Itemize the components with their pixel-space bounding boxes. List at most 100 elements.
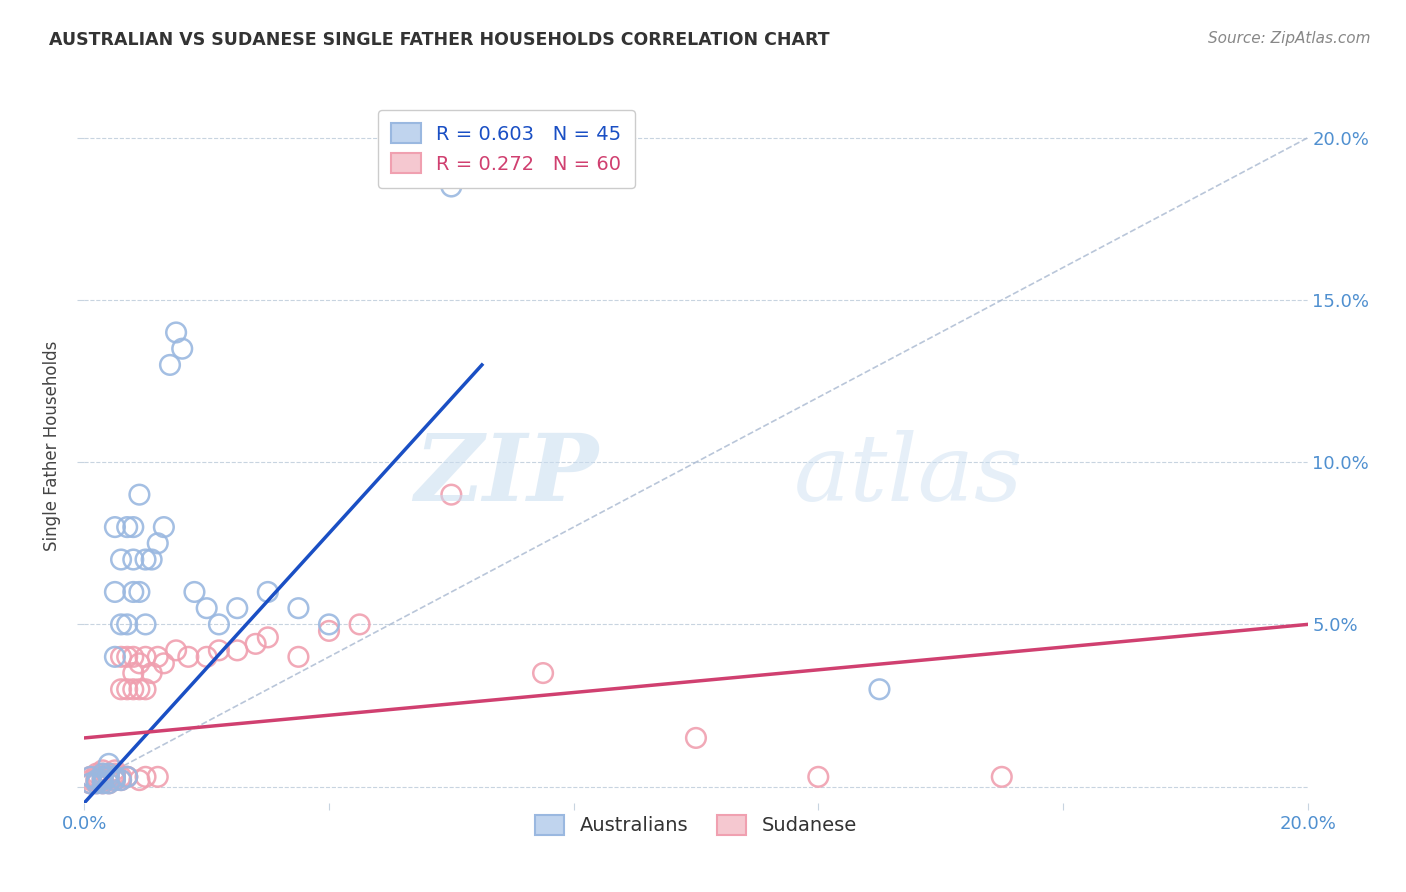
Y-axis label: Single Father Households: Single Father Households	[44, 341, 62, 551]
Point	[79, 776, 101, 790]
Point	[159, 358, 181, 372]
Point	[257, 585, 280, 599]
Point	[869, 682, 891, 697]
Point	[110, 773, 132, 788]
Point	[91, 776, 114, 790]
Point	[115, 770, 138, 784]
Point	[110, 649, 132, 664]
Point	[79, 770, 101, 784]
Point	[86, 773, 108, 788]
Point	[104, 649, 127, 664]
Point	[153, 520, 176, 534]
Point	[807, 770, 830, 784]
Text: AUSTRALIAN VS SUDANESE SINGLE FATHER HOUSEHOLDS CORRELATION CHART: AUSTRALIAN VS SUDANESE SINGLE FATHER HOU…	[49, 31, 830, 49]
Point	[110, 552, 132, 566]
Point	[91, 766, 114, 780]
Point	[128, 585, 150, 599]
Point	[685, 731, 707, 745]
Point	[91, 776, 114, 790]
Point	[226, 601, 249, 615]
Point	[141, 666, 163, 681]
Point	[86, 766, 108, 780]
Point	[115, 649, 138, 664]
Point	[97, 770, 120, 784]
Point	[104, 773, 127, 788]
Point	[226, 643, 249, 657]
Point	[245, 637, 267, 651]
Point	[97, 773, 120, 788]
Point	[146, 770, 169, 784]
Point	[115, 520, 138, 534]
Point	[97, 766, 120, 780]
Text: Source: ZipAtlas.com: Source: ZipAtlas.com	[1208, 31, 1371, 46]
Point	[97, 770, 120, 784]
Point	[122, 552, 145, 566]
Text: ZIP: ZIP	[413, 430, 598, 519]
Point	[165, 643, 187, 657]
Point	[287, 649, 309, 664]
Point	[208, 617, 231, 632]
Point	[97, 776, 120, 790]
Point	[440, 179, 463, 194]
Point	[97, 766, 120, 780]
Point	[531, 666, 554, 681]
Point	[104, 773, 127, 788]
Point	[177, 649, 200, 664]
Point	[128, 488, 150, 502]
Point	[104, 770, 127, 784]
Point	[79, 773, 101, 788]
Point	[91, 766, 114, 780]
Point	[128, 682, 150, 697]
Point	[172, 342, 194, 356]
Point	[440, 488, 463, 502]
Point	[97, 756, 120, 771]
Point	[86, 776, 108, 790]
Point	[91, 773, 114, 788]
Point	[146, 649, 169, 664]
Point	[79, 776, 101, 790]
Point	[122, 682, 145, 697]
Point	[91, 770, 114, 784]
Point	[86, 776, 108, 790]
Point	[115, 682, 138, 697]
Point	[257, 631, 280, 645]
Point	[86, 770, 108, 784]
Point	[141, 552, 163, 566]
Point	[122, 649, 145, 664]
Point	[115, 770, 138, 784]
Point	[165, 326, 187, 340]
Point	[104, 770, 127, 784]
Point	[91, 764, 114, 778]
Point	[97, 776, 120, 790]
Point	[135, 770, 157, 784]
Point	[79, 770, 101, 784]
Point	[110, 617, 132, 632]
Point	[110, 682, 132, 697]
Point	[146, 536, 169, 550]
Point	[195, 649, 218, 664]
Point	[104, 520, 127, 534]
Point	[183, 585, 205, 599]
Point	[208, 643, 231, 657]
Point	[135, 682, 157, 697]
Text: atlas: atlas	[794, 430, 1024, 519]
Point	[318, 617, 340, 632]
Point	[349, 617, 371, 632]
Point	[135, 617, 157, 632]
Point	[86, 773, 108, 788]
Point	[122, 666, 145, 681]
Point	[122, 585, 145, 599]
Point	[104, 766, 127, 780]
Point	[86, 773, 108, 788]
Legend: Australians, Sudanese: Australians, Sudanese	[527, 807, 865, 843]
Point	[195, 601, 218, 615]
Point	[122, 520, 145, 534]
Point	[110, 770, 132, 784]
Point	[135, 649, 157, 664]
Point	[79, 776, 101, 790]
Point	[104, 585, 127, 599]
Point	[115, 770, 138, 784]
Point	[91, 770, 114, 784]
Point	[110, 773, 132, 788]
Point	[91, 773, 114, 788]
